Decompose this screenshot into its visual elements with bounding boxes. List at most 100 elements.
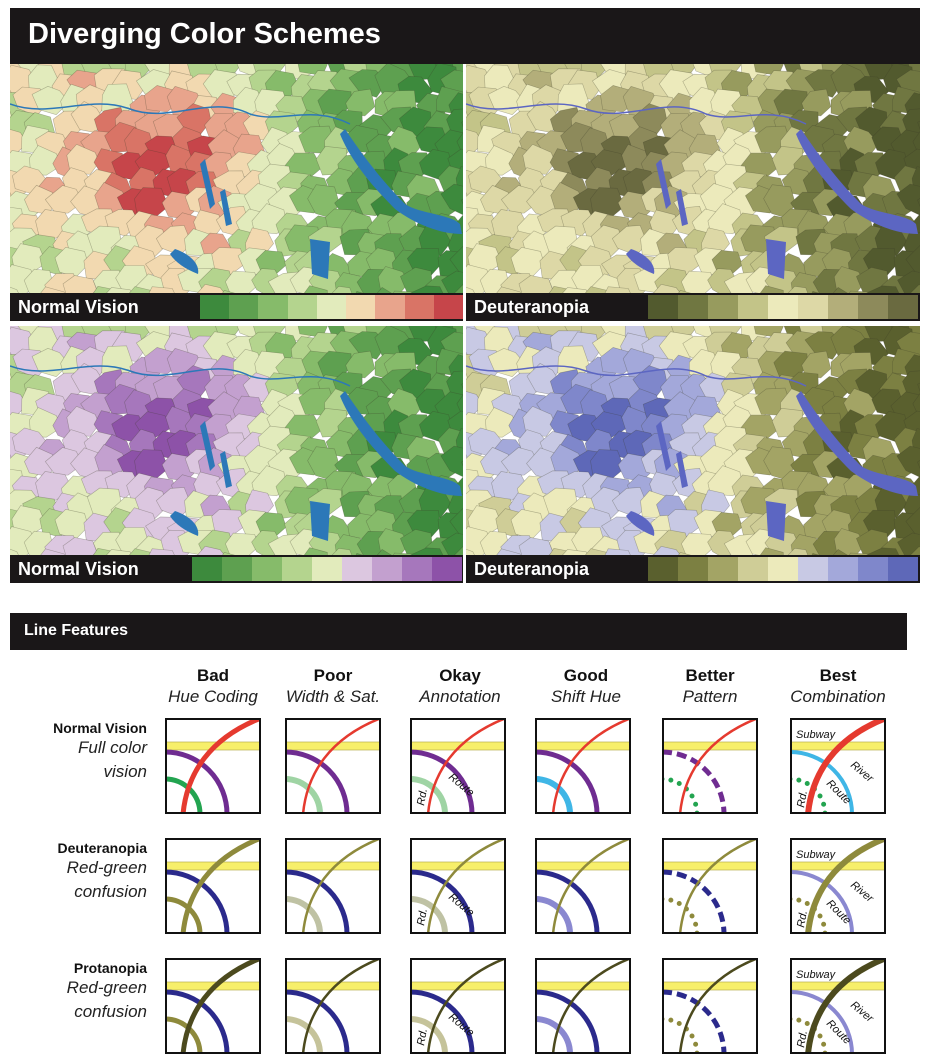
line-cell-r1-c2: Route Rd. <box>410 838 506 934</box>
column-header-good: Good Shift Hue <box>521 666 651 707</box>
color-swatch <box>798 295 828 319</box>
line-feature <box>662 1016 700 1054</box>
color-ramp <box>200 295 463 319</box>
highway-band <box>662 861 758 871</box>
line-cell-r0-c4 <box>662 718 758 814</box>
map-legend-1: Normal Vision <box>10 293 463 321</box>
color-swatch <box>858 295 888 319</box>
subway-line <box>551 718 631 814</box>
color-swatch <box>708 295 738 319</box>
highway-band <box>410 981 506 991</box>
line-label: Rd. <box>415 788 430 807</box>
column-title: Better <box>685 666 735 685</box>
section-title: Line Features <box>24 622 129 639</box>
line-feature <box>535 749 600 814</box>
line-feature <box>535 1016 573 1054</box>
highway-band <box>662 981 758 991</box>
column-header-okay: Okay Annotation <box>395 666 525 707</box>
column-header-poor: Poor Width & Sat. <box>268 666 398 707</box>
highway-band <box>535 981 631 991</box>
line-feature <box>285 776 323 814</box>
color-ramp <box>192 557 462 581</box>
subway-line <box>301 718 381 814</box>
line-cell-r2-c1 <box>285 958 381 1054</box>
color-swatch <box>888 557 918 581</box>
color-swatch <box>738 557 768 581</box>
row-header-deuteranopia: Deuteranopia Red-green confusion <box>7 840 147 904</box>
line-feature <box>662 869 727 934</box>
line-cell-r2-c3 <box>535 958 631 1054</box>
line-label: Subway <box>796 729 837 741</box>
column-title: Bad <box>196 666 230 685</box>
map-deuteranopia-olive <box>466 64 920 294</box>
column-subtitle: Width & Sat. <box>285 687 381 706</box>
column-title: Good <box>563 666 609 685</box>
subway-line <box>551 958 631 1054</box>
column-title: Poor <box>313 666 353 685</box>
line-feature <box>662 896 700 934</box>
color-swatch <box>648 557 678 581</box>
map-legend-label: Deuteranopia <box>474 297 590 317</box>
color-swatch <box>342 557 372 581</box>
subway-line <box>805 718 886 814</box>
color-ramp <box>648 295 918 319</box>
line-label: Rd. <box>795 790 810 809</box>
color-swatch <box>192 557 222 581</box>
line-feature <box>410 896 448 934</box>
color-swatch <box>287 295 317 319</box>
row-title: Protanopia <box>73 960 147 976</box>
line-feature <box>535 896 573 934</box>
subway-line <box>180 838 261 934</box>
page-title: Diverging Color Schemes <box>28 18 381 50</box>
subway-line <box>678 838 758 934</box>
line-feature <box>410 749 475 814</box>
line-label: River <box>848 759 876 786</box>
highway-band <box>285 741 381 751</box>
color-swatch <box>433 295 463 319</box>
highway-band <box>285 861 381 871</box>
subway-line <box>805 958 886 1054</box>
line-feature <box>790 990 854 1054</box>
section-header: Line Features <box>10 613 907 650</box>
line-feature <box>285 749 350 814</box>
color-swatch <box>708 557 738 581</box>
line-feature <box>410 869 475 934</box>
map-normal-green-red <box>10 64 463 294</box>
column-title: Okay <box>439 666 481 685</box>
map-legend-label: Normal Vision <box>18 559 139 579</box>
row-title: Normal Vision <box>53 720 147 736</box>
line-feature <box>535 776 573 814</box>
color-swatch <box>312 557 342 581</box>
line-feature <box>165 869 230 934</box>
column-subtitle: Hue Coding <box>168 687 258 706</box>
column-title: Best <box>819 666 857 685</box>
color-swatch <box>798 557 828 581</box>
line-cell-r1-c0 <box>165 838 261 934</box>
color-swatch <box>888 295 918 319</box>
title-bar: Diverging Color Schemes <box>10 8 920 64</box>
color-swatch <box>252 557 282 581</box>
color-swatch <box>768 557 798 581</box>
line-feature <box>662 776 700 814</box>
highway-band <box>662 741 758 751</box>
color-swatch <box>222 557 252 581</box>
highway-band <box>410 741 506 751</box>
color-swatch <box>229 295 259 319</box>
subway-line <box>301 958 381 1054</box>
color-swatch <box>648 295 678 319</box>
line-label: River <box>848 879 876 906</box>
line-cell-r0-c5: Subway River Route Rd. <box>790 718 886 814</box>
column-header-best: Best Combination <box>773 666 903 707</box>
color-swatch <box>372 557 402 581</box>
column-subtitle: Shift Hue <box>551 687 621 706</box>
line-feature <box>410 776 448 814</box>
line-cell-r2-c2: Route Rd. <box>410 958 506 1054</box>
line-cell-r2-c0 <box>165 958 261 1054</box>
color-swatch <box>200 295 230 319</box>
subway-line <box>301 838 381 934</box>
line-feature <box>285 896 323 934</box>
line-feature <box>662 749 727 814</box>
column-header-better: Better Pattern <box>645 666 775 707</box>
line-label: Subway <box>796 969 837 981</box>
color-swatch <box>402 557 432 581</box>
